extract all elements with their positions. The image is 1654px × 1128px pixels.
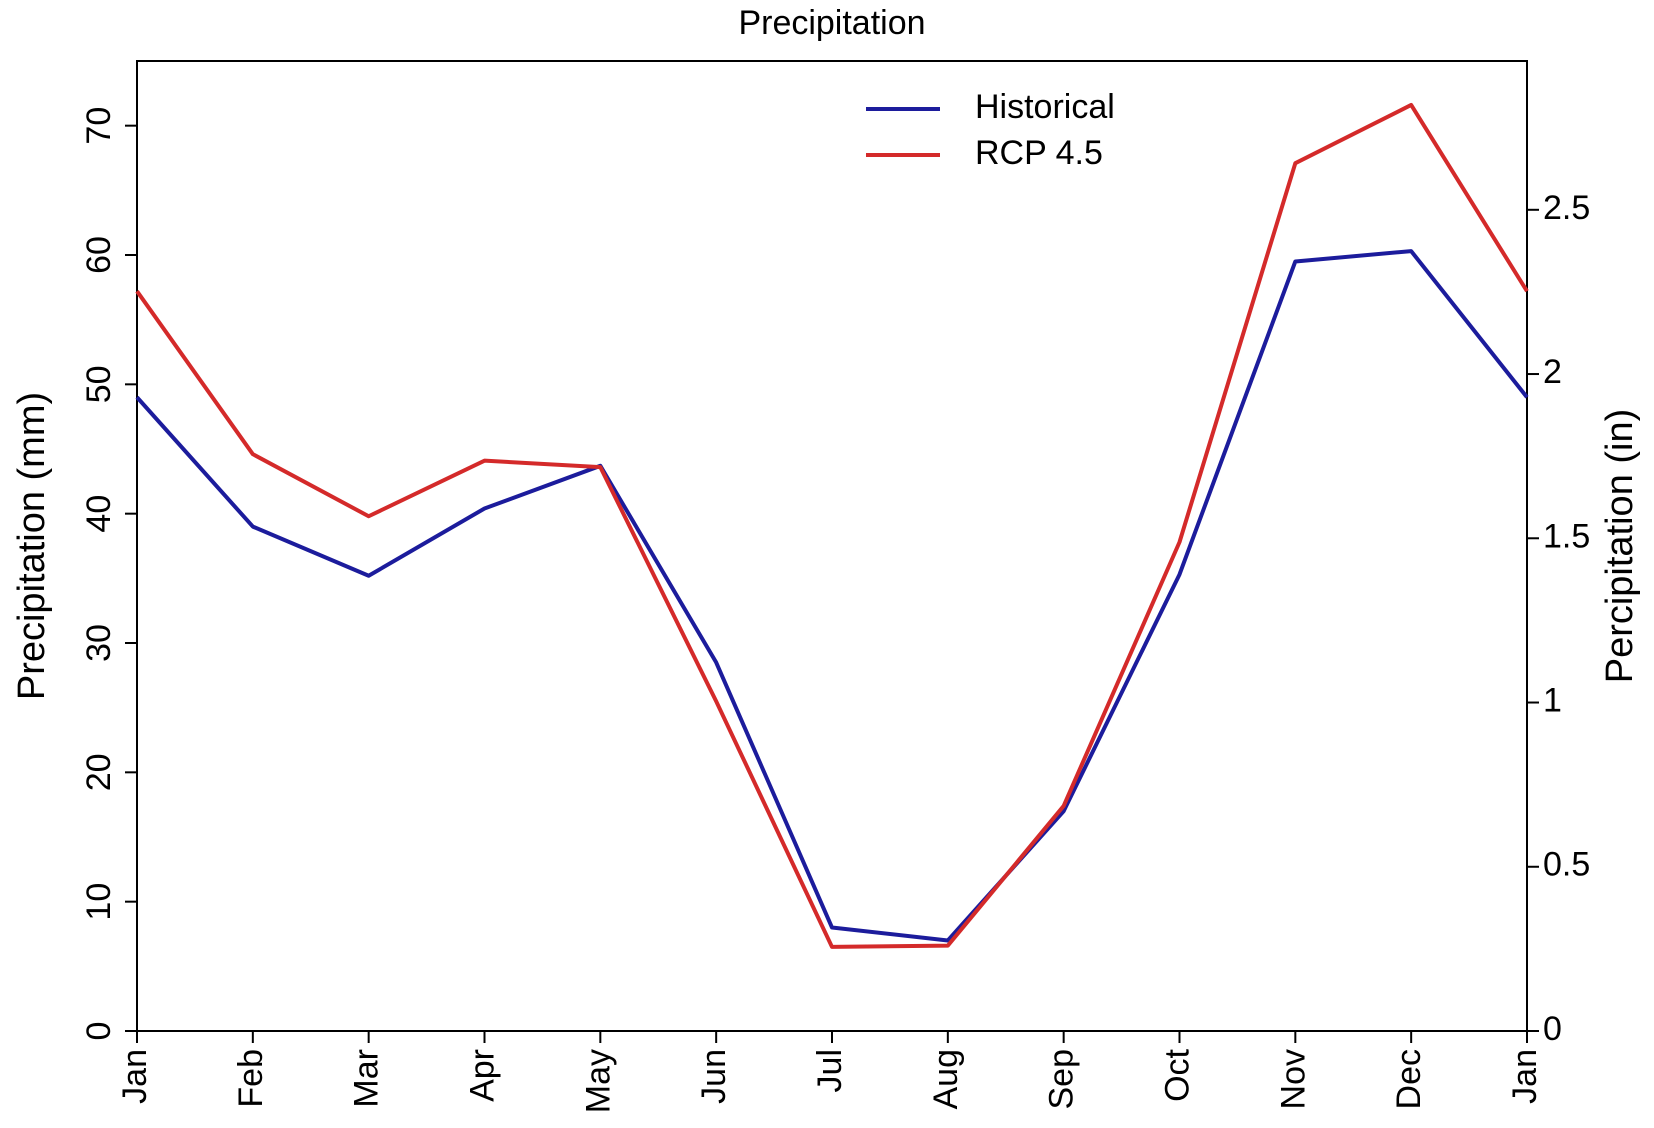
y2-axis-label: Percipitation (in) bbox=[1599, 409, 1641, 684]
y2-tick-label: 0 bbox=[1543, 1010, 1562, 1048]
legend-label: Historical bbox=[975, 88, 1115, 126]
series-line bbox=[135, 102, 1529, 949]
x-tick-label: Dec bbox=[1390, 1049, 1428, 1109]
x-tick-label: Sep bbox=[1043, 1049, 1081, 1110]
y-tick-label: 50 bbox=[80, 365, 118, 403]
plot-frame bbox=[136, 60, 1528, 1032]
x-tick-label: Nov bbox=[1274, 1049, 1312, 1109]
y-tick-label: 40 bbox=[80, 495, 118, 533]
y-tick-label: 30 bbox=[80, 624, 118, 662]
y2-tick-label: 2 bbox=[1543, 353, 1562, 391]
y2-tick-label: 1 bbox=[1543, 682, 1562, 720]
chart-title: Precipitation bbox=[738, 4, 925, 42]
y-tick-label: 70 bbox=[80, 107, 118, 145]
y-tick-label: 10 bbox=[80, 883, 118, 921]
x-tick-label: Oct bbox=[1158, 1048, 1196, 1101]
x-tick-label: May bbox=[579, 1049, 617, 1113]
legend-label: RCP 4.5 bbox=[975, 134, 1103, 172]
y2-tick-label: 0.5 bbox=[1543, 846, 1590, 884]
x-tick-label: Aug bbox=[927, 1049, 965, 1110]
x-tick-label: Mar bbox=[348, 1049, 386, 1108]
x-tick-label: Apr bbox=[463, 1049, 501, 1102]
x-tick-label: Jan bbox=[116, 1049, 154, 1104]
y2-tick-label: 1.5 bbox=[1543, 517, 1590, 555]
x-tick-label: Jan bbox=[1506, 1049, 1544, 1104]
y-tick-label: 0 bbox=[80, 1022, 118, 1041]
y2-tick-label: 2.5 bbox=[1543, 189, 1590, 227]
x-tick-label: Jul bbox=[811, 1049, 849, 1092]
series-line bbox=[135, 249, 1529, 943]
x-tick-label: Feb bbox=[232, 1049, 270, 1108]
y-tick-label: 60 bbox=[80, 236, 118, 274]
y-tick-label: 20 bbox=[80, 753, 118, 791]
y-axis-label: Precipitation (mm) bbox=[11, 392, 53, 700]
x-tick-label: Jun bbox=[695, 1049, 733, 1104]
